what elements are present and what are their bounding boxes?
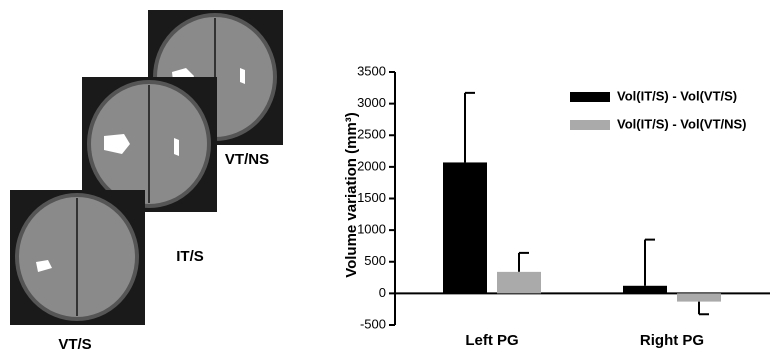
mri-panel: [10, 190, 145, 325]
legend-label: Vol(IT/S) - Vol(VT/NS): [617, 116, 747, 131]
bar: [677, 293, 721, 301]
y-tick-label: 3000: [357, 95, 386, 110]
x-tick-label: Left PG: [465, 332, 518, 349]
y-tick-label: 1000: [357, 222, 386, 237]
y-tick-label: 1500: [357, 190, 386, 205]
legend-swatch: [570, 120, 610, 130]
legend-swatch: [570, 92, 610, 102]
x-tick-label: Right PG: [640, 332, 704, 349]
y-tick-label: 2000: [357, 158, 386, 173]
y-tick-label: 3500: [357, 63, 386, 78]
bar: [497, 272, 541, 294]
bar: [443, 162, 487, 293]
panel-label: IT/S: [176, 248, 204, 265]
bar: [623, 286, 667, 294]
y-tick-label: 500: [364, 253, 386, 268]
panel-label: VT/S: [58, 336, 91, 353]
y-tick-label: 0: [379, 285, 386, 300]
panel-label: VT/NS: [225, 151, 269, 168]
figure: VT/NS IT/S VT/S Volume variation (mm³) -…: [0, 0, 777, 356]
y-tick-label: -500: [360, 316, 386, 331]
legend-label: Vol(IT/S) - Vol(VT/S): [617, 88, 737, 103]
y-tick-label: 2500: [357, 127, 386, 142]
